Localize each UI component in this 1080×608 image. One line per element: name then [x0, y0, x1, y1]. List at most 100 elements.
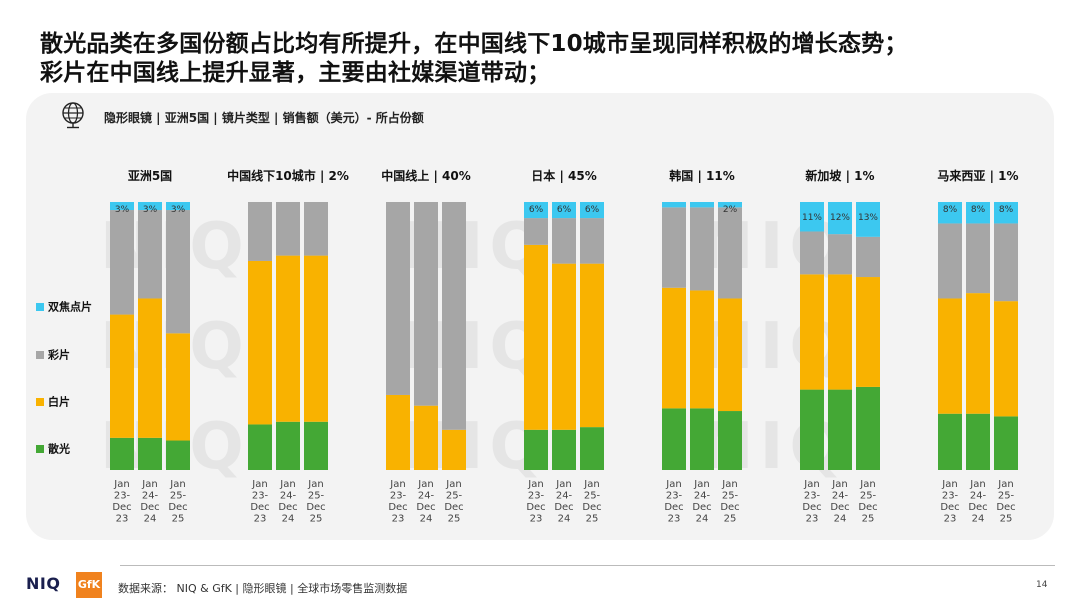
bar-segment-clear [138, 298, 162, 438]
bar-segment-color [138, 210, 162, 299]
group-share: | 40% [429, 169, 470, 183]
page-title: 散光品类在多国份额占比均有所提升，在中国线下10城市呈现同样积极的增长态势； 彩… [40, 30, 1060, 88]
bar-segment-toric [248, 424, 272, 470]
bar-segment-color [938, 223, 962, 299]
x-tick-label: Jan [555, 479, 571, 490]
x-tick-label: Dec [168, 502, 187, 513]
legend-label: 散光 [48, 442, 70, 456]
data-label: 8% [943, 205, 958, 215]
bar-segment-bifocal [552, 202, 576, 219]
bar-segment-bifocal [138, 202, 162, 211]
x-tick-label: Jan [803, 479, 819, 490]
bar-segment-toric [580, 427, 604, 470]
x-tick-label: 25- [722, 491, 739, 502]
x-tick-label: 23- [528, 491, 545, 502]
bar-segment-clear [552, 263, 576, 430]
x-tick-label: Dec [996, 502, 1015, 513]
group-share: | 1% [985, 169, 1018, 183]
group-title: 日本 | 45% [531, 168, 596, 183]
x-tick-label: Dec [858, 502, 877, 513]
bar-segment-color [442, 202, 466, 430]
bar-segment-bifocal [938, 202, 962, 224]
group-title: 中国线下10城市 | 2% [227, 168, 349, 183]
bar-segment-clear [248, 260, 272, 425]
bar-segment-toric [856, 386, 880, 470]
x-tick-label: 23 [530, 514, 543, 525]
data-label: 6% [529, 205, 544, 215]
bar-segment-toric [524, 429, 548, 470]
x-tick-label: 25 [172, 514, 185, 525]
bar-segment-toric [552, 429, 576, 470]
x-tick-label: Dec [692, 502, 711, 513]
bar-segment-color [662, 207, 686, 288]
x-tick-label: 23 [392, 514, 405, 525]
niq-logo: NIQ [26, 574, 61, 593]
x-tick-label: Dec [968, 502, 987, 513]
bar-segment-clear [662, 287, 686, 409]
bar-segment-toric [994, 416, 1018, 470]
bar-segment-toric [800, 389, 824, 470]
x-tick-label: 24- [142, 491, 159, 502]
x-tick-label: Jan [969, 479, 985, 490]
group-share: | 1% [841, 169, 874, 183]
x-tick-label: 23 [806, 514, 819, 525]
x-tick-label: 23 [944, 514, 957, 525]
group-title: 中国线上 | 40% [381, 168, 470, 183]
x-tick-label: Dec [250, 502, 269, 513]
x-tick-label: 23- [252, 491, 269, 502]
x-tick-label: Jan [527, 479, 543, 490]
bar-segment-clear [718, 298, 742, 412]
x-tick-label: 24- [556, 491, 573, 502]
bar-segment-toric [828, 389, 852, 470]
x-tick-label: 25- [584, 491, 601, 502]
bar-segment-toric [662, 408, 686, 470]
group-title: 韩国 | 11% [669, 168, 734, 183]
data-label: 3% [171, 205, 186, 215]
legend-swatch [36, 302, 44, 311]
bar-segment-bifocal [994, 202, 1018, 224]
x-tick-label: 25- [170, 491, 187, 502]
group-name: 亚洲5国 [128, 169, 172, 183]
legend-label: 双焦点片 [48, 300, 92, 314]
bar-segment-bifocal [966, 202, 990, 224]
x-tick-label: Dec [664, 502, 683, 513]
group-name: 马来西亚 [937, 168, 985, 183]
x-tick-label: Jan [859, 479, 875, 490]
x-tick-label: Jan [693, 479, 709, 490]
bar-segment-clear [414, 405, 438, 470]
x-tick-label: 25 [724, 514, 737, 525]
data-label: 8% [999, 205, 1014, 215]
bar-segment-color [800, 231, 824, 275]
x-tick-label: Jan [583, 479, 599, 490]
bar-segment-color [994, 223, 1018, 302]
bar-segment-bifocal [856, 202, 880, 237]
chart-subtitle: 隐形眼镜 | 亚洲5国 | 镜片类型 | 销售额（美元）- 所占份额 [104, 111, 424, 125]
x-tick-label: 25 [310, 514, 323, 525]
legend-item-clear: 白片 [36, 391, 70, 410]
bar-segment-color [166, 210, 190, 334]
x-tick-label: 25 [448, 514, 461, 525]
bar-segment-clear [580, 263, 604, 428]
bar-segment-toric [938, 413, 962, 470]
bar-segment-clear [938, 298, 962, 414]
legend-label: 白片 [48, 395, 70, 409]
data-label: 8% [971, 205, 986, 215]
data-label: 13% [858, 213, 878, 223]
data-label: 11% [802, 213, 822, 223]
x-tick-label: 24- [832, 491, 849, 502]
x-tick-label: Jan [831, 479, 847, 490]
group-share: | 45% [555, 169, 596, 183]
legend-swatch [36, 444, 44, 453]
bar-segment-color [856, 236, 880, 278]
bar-segment-clear [994, 301, 1018, 417]
x-tick-label: 23 [254, 514, 267, 525]
bar-segment-color [718, 207, 742, 299]
x-tick-label: 23 [116, 514, 129, 525]
legend-item-color: 彩片 [36, 344, 70, 363]
x-tick-label: 23- [114, 491, 131, 502]
group-name: 中国线上 [381, 168, 429, 183]
group-name: 中国线下10城市 [227, 168, 316, 183]
x-tick-label: Jan [445, 479, 461, 490]
bar-segment-toric [690, 408, 714, 470]
x-tick-label: Dec [554, 502, 573, 513]
